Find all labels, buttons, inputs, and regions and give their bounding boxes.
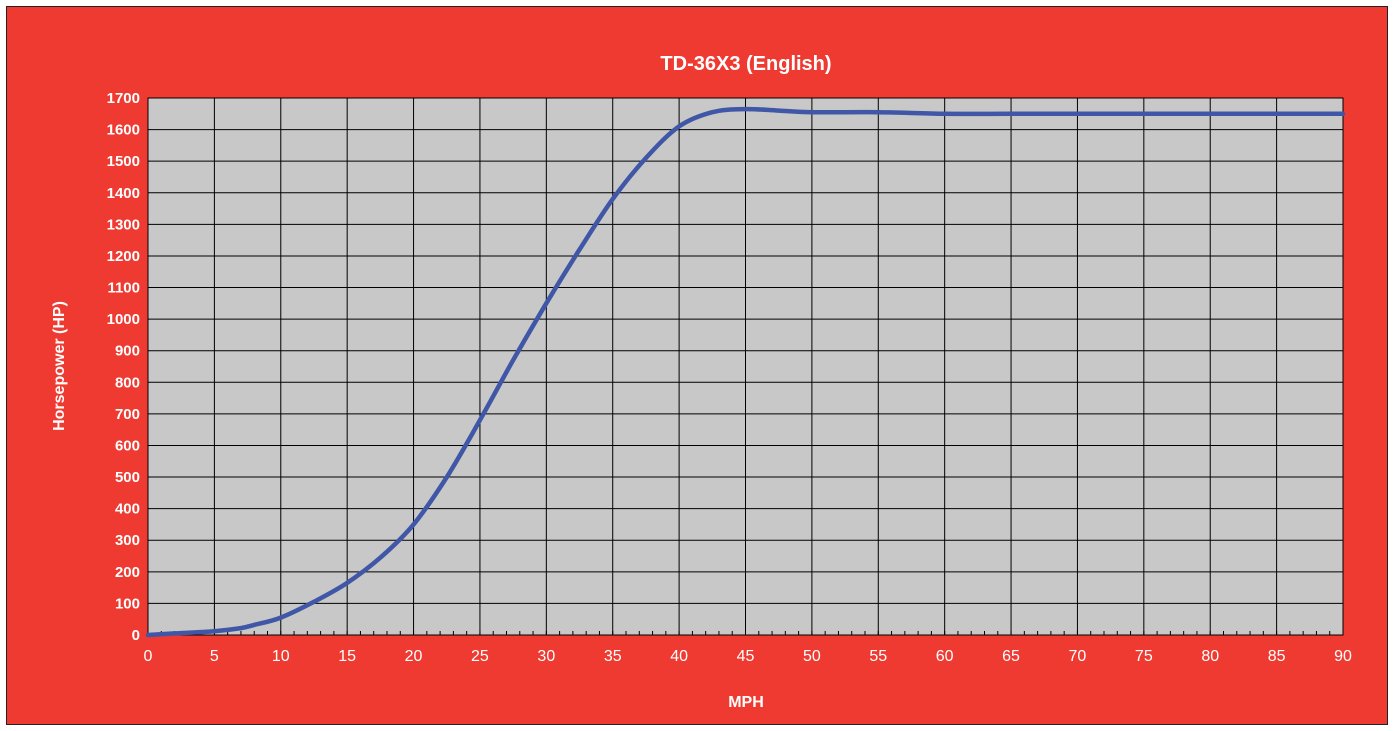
y-tick-label-1200: 1200: [107, 248, 140, 265]
y-tick-label-600: 600: [115, 437, 140, 454]
x-tick-label-50: 50: [803, 648, 821, 665]
grid-lines: [147, 97, 1344, 636]
x-tick-label-25: 25: [471, 648, 489, 665]
x-tick-label-85: 85: [1268, 648, 1286, 665]
x-tick-label-0: 0: [144, 648, 153, 665]
y-tick-label-800: 800: [115, 374, 140, 391]
minor-ticks: [147, 631, 1344, 635]
x-tick-label-60: 60: [936, 648, 954, 665]
chart-title: TD-36X3 (English): [660, 53, 831, 75]
y-tick-label-200: 200: [115, 564, 140, 581]
x-tick-label-40: 40: [670, 648, 688, 665]
y-tick-label-1700: 1700: [107, 90, 140, 107]
x-tick-label-45: 45: [737, 648, 755, 665]
x-tick-label-75: 75: [1135, 648, 1153, 665]
series-line-0: [145, 106, 1346, 638]
y-tick-label-1000: 1000: [107, 311, 140, 328]
y-tick-label-100: 100: [115, 595, 140, 612]
y-tick-labels: 0 100 200 300 400 500 600 700 800 900 1000 1100 1200…: [107, 90, 140, 644]
x-tick-label-15: 15: [338, 648, 356, 665]
x-tick-label-35: 35: [604, 648, 622, 665]
y-tick-label-1400: 1400: [107, 185, 140, 202]
x-axis-label: MPH: [728, 694, 764, 711]
y-tick-label-300: 300: [115, 532, 140, 549]
y-tick-label-1100: 1100: [107, 280, 140, 297]
x-tick-label-70: 70: [1069, 648, 1087, 665]
y-axis-label: Horsepower (HP): [51, 301, 68, 431]
x-tick-label-55: 55: [869, 648, 887, 665]
y-tick-label-1600: 1600: [107, 122, 140, 139]
x-tick-label-80: 80: [1201, 648, 1219, 665]
y-tick-label-900: 900: [115, 343, 140, 360]
y-tick-label-0: 0: [132, 627, 140, 644]
x-tick-label-10: 10: [272, 648, 290, 665]
y-tick-label-1300: 1300: [107, 216, 140, 233]
x-tick-labels: 0 5 10 15 20 25 30 35 40 45 50 55 60 65 70 75 80 85 90: [144, 648, 1352, 665]
x-tick-label-20: 20: [405, 648, 423, 665]
y-tick-label-1500: 1500: [107, 153, 140, 170]
x-tick-label-5: 5: [210, 648, 219, 665]
y-tick-label-700: 700: [115, 406, 140, 423]
x-tick-label-90: 90: [1334, 648, 1352, 665]
y-tick-label-400: 400: [115, 501, 140, 518]
x-tick-label-30: 30: [537, 648, 555, 665]
x-tick-label-65: 65: [1002, 648, 1020, 665]
series-layer: [145, 106, 1346, 638]
y-tick-label-500: 500: [115, 469, 140, 486]
